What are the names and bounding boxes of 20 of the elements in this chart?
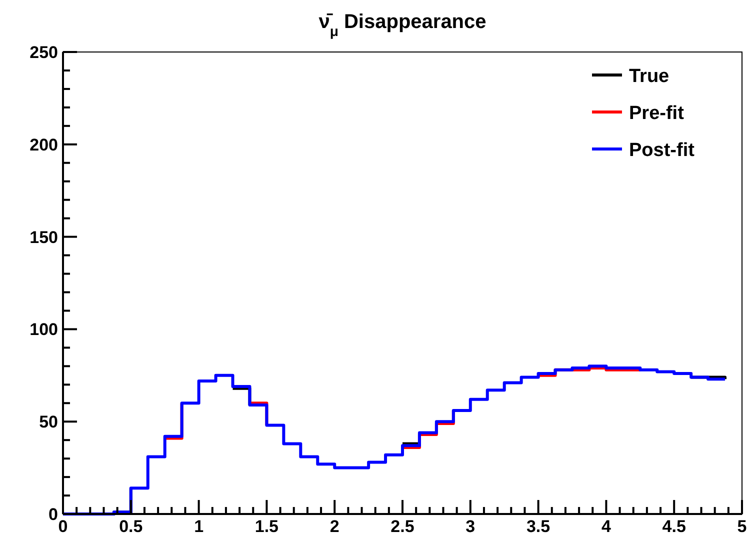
y-tick-label: 50	[39, 412, 58, 432]
x-tick-label: 1.5	[254, 517, 279, 536]
x-tick-label: 1	[194, 517, 204, 536]
x-tick-label: 2.5	[390, 517, 414, 536]
x-tick-label: 4.5	[662, 517, 686, 536]
x-tick-label: 5	[737, 517, 747, 536]
legend-label: Post-fit	[629, 140, 696, 161]
x-tick-label: 4	[601, 517, 612, 536]
y-tick-label: 100	[30, 320, 58, 340]
chart-title: ν̄$_{μ}$ Disappearance	[318, 11, 486, 39]
y-tick-label: 0	[48, 505, 58, 524]
x-tick-label: 2	[330, 517, 340, 536]
x-tick-label: 3	[466, 517, 476, 536]
x-tick-label: 0.5	[119, 517, 143, 536]
y-tick-label: 250	[30, 43, 58, 62]
legend-label: Pre-fit	[629, 103, 685, 124]
x-tick-label: 3.5	[526, 517, 550, 536]
legend-label: True	[629, 66, 670, 87]
y-tick-label: 200	[30, 135, 58, 154]
y-tick-label: 150	[30, 228, 58, 247]
